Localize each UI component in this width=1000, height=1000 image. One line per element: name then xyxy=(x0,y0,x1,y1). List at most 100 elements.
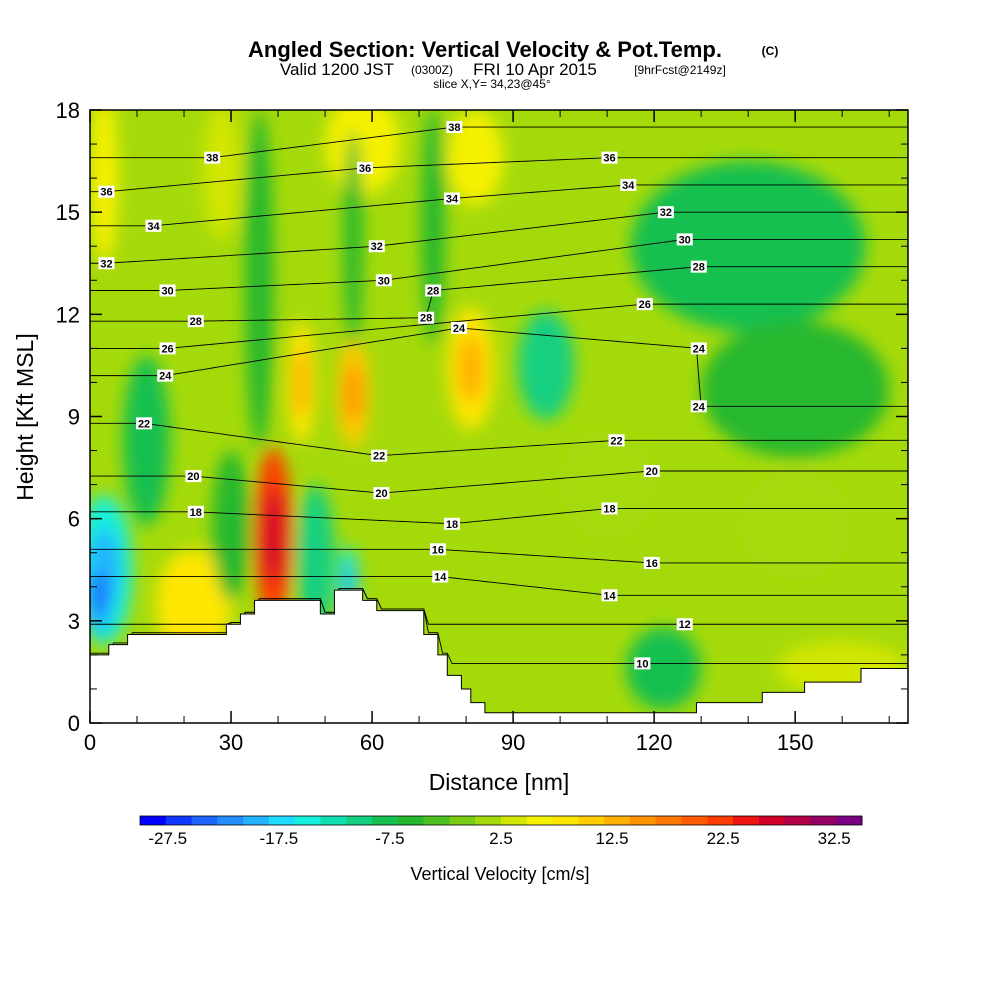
contour-label-bg xyxy=(657,206,674,219)
contour-label-text: 34 xyxy=(147,221,160,233)
velocity-cell xyxy=(122,355,170,526)
contour-label-bg xyxy=(429,543,446,556)
slice-info: slice X,Y= 34,23@45° xyxy=(433,77,551,91)
colorbar-label: Vertical Velocity [cm/s] xyxy=(410,864,589,884)
velocity-core xyxy=(91,571,108,617)
velocity-cell xyxy=(343,130,363,349)
contour-label: 34 xyxy=(443,192,460,206)
contour-label-bg xyxy=(357,161,374,174)
contour-label-bg xyxy=(425,284,442,297)
contour-label: 30 xyxy=(159,284,176,297)
velocity-core xyxy=(293,348,310,417)
x-tick-label: 120 xyxy=(636,730,673,755)
colorbar-swatch xyxy=(294,816,321,825)
contour-label-bg xyxy=(451,321,468,334)
contour-label-bg xyxy=(375,274,392,287)
colorbar-swatch xyxy=(191,816,218,825)
contour-label-text: 28 xyxy=(693,262,705,274)
contour-label-bg xyxy=(620,178,637,191)
contour-label-text: 18 xyxy=(603,503,615,515)
colorbar-tick-label: 12.5 xyxy=(596,829,629,848)
contour-label-text: 36 xyxy=(603,153,615,165)
chart-title: Angled Section: Vertical Velocity & Pot.… xyxy=(248,37,722,62)
colorbar-swatch xyxy=(243,816,270,825)
contour-label-text: 28 xyxy=(427,285,439,297)
colorbar-swatch xyxy=(423,816,450,825)
contour-label: 38 xyxy=(446,121,463,134)
contour-label-text: 24 xyxy=(159,371,172,383)
theta-contour xyxy=(90,157,908,193)
contour-label: 18 xyxy=(443,517,460,531)
velocity-core xyxy=(343,561,354,599)
contour-label: 20 xyxy=(185,470,202,483)
contour-label-bg xyxy=(676,618,693,631)
contour-label-text: 10 xyxy=(636,658,648,670)
plot-area: 10 12 14 14 16 16 18 18 18 20 20 20 22 22 22 24 24 24 24 26… xyxy=(90,110,908,723)
theta-contour xyxy=(90,184,908,227)
contour-label-text: 36 xyxy=(100,187,112,199)
contour-label-text: 30 xyxy=(679,234,691,246)
contour-label-text: 24 xyxy=(693,401,706,413)
velocity-cell xyxy=(421,110,445,345)
contour-label: 36 xyxy=(601,151,618,165)
velocity-cell xyxy=(630,161,866,332)
terrain-mask xyxy=(90,589,908,723)
contour-label: 36 xyxy=(98,185,115,199)
x-tick-label: 60 xyxy=(360,730,384,755)
contour-label-text: 18 xyxy=(190,507,202,519)
theta-contour xyxy=(90,303,908,349)
colorbar-swatch xyxy=(836,816,863,825)
contour-label-bg xyxy=(446,121,463,134)
contour-label: 10 xyxy=(634,657,651,670)
theta-contour xyxy=(90,576,908,596)
velocity-cell xyxy=(517,310,575,420)
contour-label: 22 xyxy=(608,434,625,447)
contour-label-text: 38 xyxy=(448,122,460,134)
contour-label-text: 12 xyxy=(679,619,691,631)
colorbar-swatch xyxy=(449,816,476,825)
colorbar-tick-label: 2.5 xyxy=(489,829,513,848)
colorbar-swatch xyxy=(397,816,425,825)
x-tick-label: 90 xyxy=(501,730,525,755)
colorbar-swatch xyxy=(578,816,605,825)
colorbar-swatch xyxy=(655,816,682,825)
contour-label-text: 34 xyxy=(622,180,635,192)
contour-label-bg xyxy=(636,298,653,311)
velocity-core xyxy=(457,335,484,403)
contour-label: 16 xyxy=(429,543,446,556)
contour-label: 28 xyxy=(187,315,204,328)
colorbar-swatch xyxy=(475,816,502,825)
theta-contour-labels: 10 12 14 14 16 16 18 18 18 20 20 20 22 22 22 24 24 24 24 26… xyxy=(98,121,707,670)
velocity-cell xyxy=(625,627,702,710)
y-axis-label: Height [Kft MSL] xyxy=(12,333,38,500)
contour-label-bg xyxy=(159,284,176,297)
contour-label-text: 22 xyxy=(373,451,385,463)
chart-title-block: Angled Section: Vertical Velocity & Pot.… xyxy=(248,37,778,91)
colorbar-swatch xyxy=(681,816,708,825)
contour-label-text: 18 xyxy=(446,519,458,531)
contour-label-text: 14 xyxy=(434,572,447,584)
contour-label-bg xyxy=(634,657,651,670)
colorbar-swatch xyxy=(501,816,528,825)
contour-label: 26 xyxy=(636,298,653,311)
colorbar-swatch xyxy=(758,816,786,825)
contour-label-text: 16 xyxy=(432,544,444,556)
colorbar-swatch xyxy=(165,816,193,825)
contour-label-bg xyxy=(187,315,204,328)
velocity-cell xyxy=(738,470,852,580)
contour-label-bg xyxy=(136,417,153,430)
contour-label-bg xyxy=(601,589,618,602)
contour-label-text: 16 xyxy=(646,558,658,570)
colorbar-tick-label: -27.5 xyxy=(148,829,187,848)
contour-label-bg xyxy=(187,505,204,518)
contour-label-bg xyxy=(443,517,460,530)
contour-label-bg xyxy=(690,342,707,355)
contour-label: 22 xyxy=(371,449,388,463)
colorbar-swatch xyxy=(268,816,296,825)
colorbar-tick-labels: -27.5 -17.5 -7.5 2.5 12.5 22.5 32.5 xyxy=(148,829,850,848)
contour-label-bg xyxy=(157,369,174,382)
contour-label: 34 xyxy=(145,219,162,233)
colorbar-swatch xyxy=(217,816,244,825)
contour-label: 32 xyxy=(98,257,115,270)
contour-label: 28 xyxy=(425,284,442,297)
